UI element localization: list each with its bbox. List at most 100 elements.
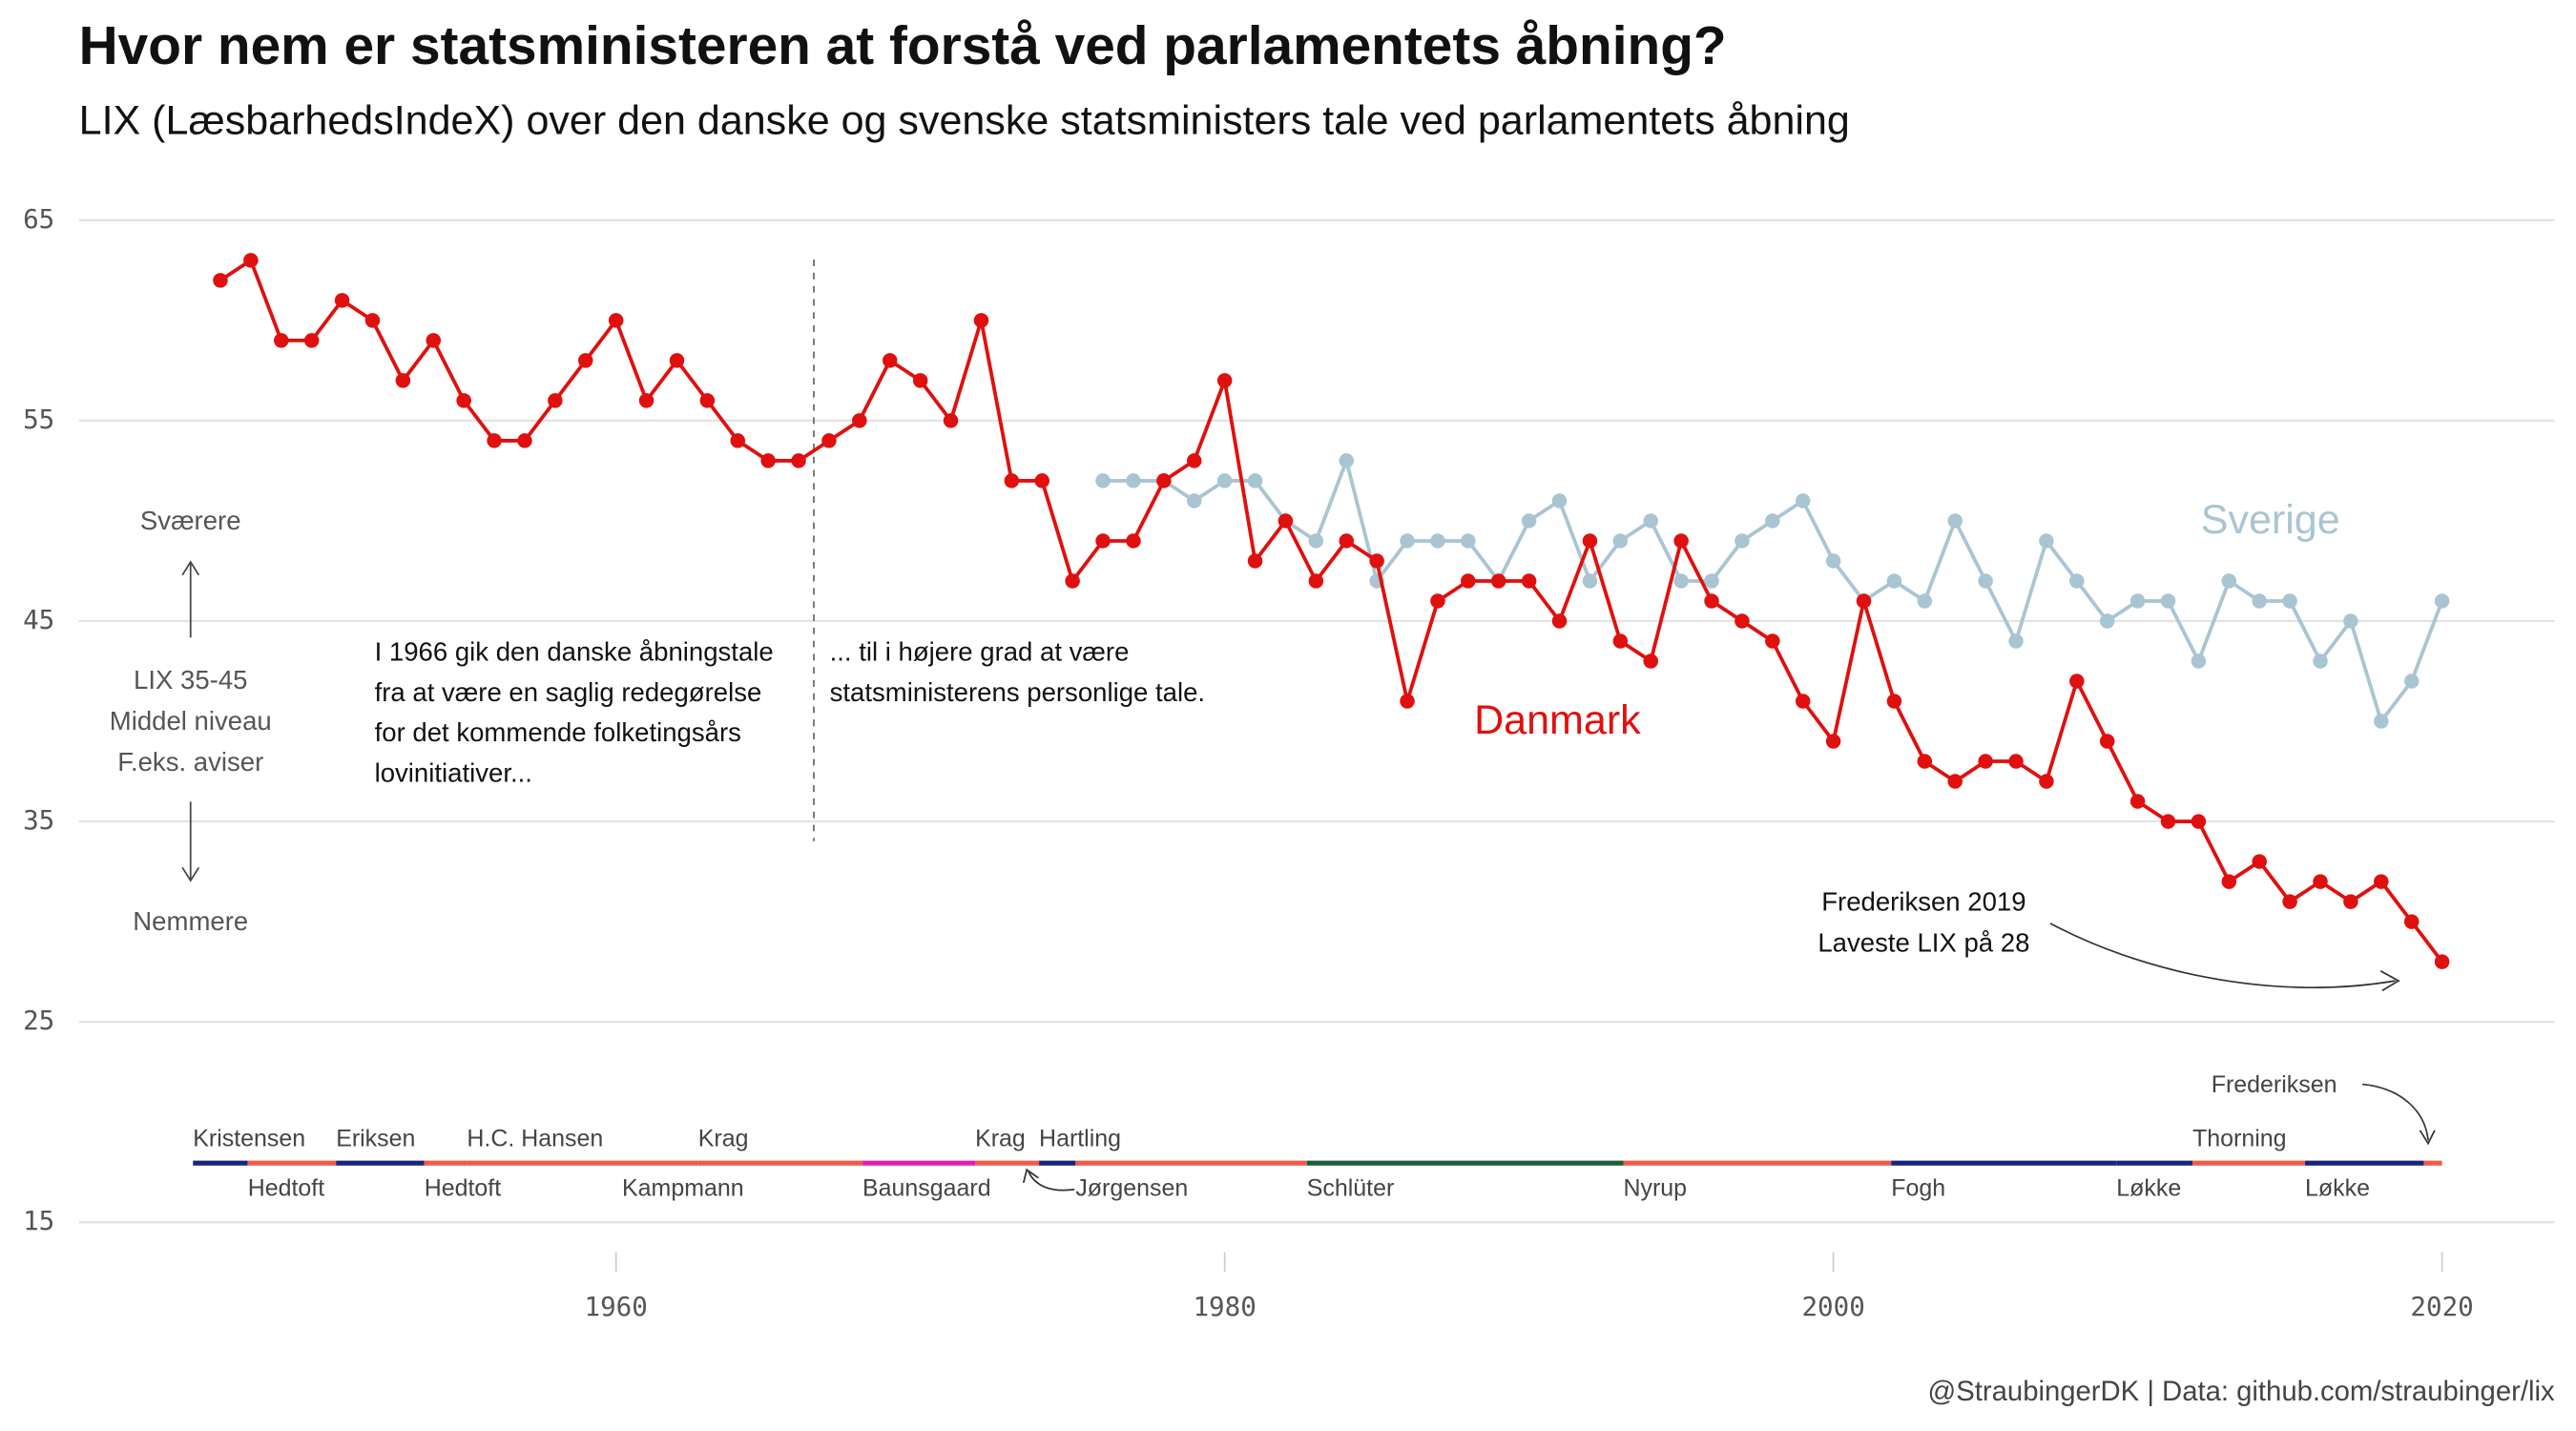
data-point — [1917, 754, 1933, 769]
y-tick-label: 35 — [23, 805, 54, 836]
pm-label: Thorning — [2192, 1126, 2287, 1152]
data-point — [2221, 573, 2237, 589]
data-point — [1247, 473, 1263, 488]
chart-title: Hvor nem er statsministeren at forstå ve… — [79, 16, 1727, 76]
data-point — [364, 313, 381, 328]
data-point — [578, 353, 593, 368]
data-point — [1917, 593, 1933, 609]
data-point — [852, 413, 867, 428]
data-point — [943, 413, 959, 428]
data-point — [1400, 694, 1415, 709]
data-point — [2252, 854, 2267, 869]
pm-label: Baunsgaard — [862, 1174, 991, 1201]
pm-label: Jørgensen — [1075, 1174, 1188, 1201]
pm-label: Krag — [975, 1126, 1026, 1152]
annotation: Frederiksen 2019 — [1821, 886, 2025, 916]
pm-label: Kampmann — [622, 1174, 744, 1201]
data-point — [1704, 573, 1719, 589]
data-point — [1673, 533, 1689, 549]
data-point — [2099, 613, 2115, 629]
data-point — [1034, 473, 1049, 488]
data-point — [2434, 954, 2450, 969]
data-point — [1551, 613, 1568, 629]
data-point — [1186, 493, 1202, 508]
data-point — [2221, 874, 2237, 889]
curved-arrow — [1028, 1171, 1075, 1192]
data-point — [1886, 573, 1902, 589]
data-point — [2069, 674, 2085, 689]
data-point — [2008, 633, 2024, 649]
data-point — [1825, 553, 1841, 569]
data-point — [1735, 533, 1750, 549]
scale-label: F.eks. aviser — [117, 747, 263, 777]
data-point — [1369, 553, 1384, 569]
data-point — [1004, 473, 1020, 488]
data-point — [487, 433, 502, 448]
caption: @StraubingerDK | Data: github.com/straub… — [1928, 1377, 2555, 1407]
data-point — [1156, 473, 1172, 488]
series-label: Danmark — [1474, 697, 1641, 743]
arrow-head — [1022, 1168, 1039, 1184]
data-point — [1339, 533, 1354, 549]
data-point — [1551, 493, 1568, 508]
scale-label: Nemmere — [133, 906, 248, 936]
arrow-head — [181, 560, 200, 576]
data-point — [2252, 593, 2267, 609]
data-point — [669, 353, 685, 368]
data-point — [334, 293, 350, 308]
data-point — [213, 273, 228, 288]
data-point — [2160, 814, 2176, 829]
data-point — [1582, 533, 1598, 549]
data-point — [2282, 894, 2297, 909]
annotation: I 1966 gik den danske åbningstale — [375, 637, 774, 667]
data-point — [2403, 674, 2420, 689]
data-point — [638, 393, 654, 408]
data-point — [303, 333, 320, 348]
chart-subtitle: LIX (LæsbarhedsIndeX) over den danske og… — [79, 98, 1850, 144]
pm-label: Kristensen — [193, 1126, 305, 1152]
data-point — [2374, 714, 2389, 729]
annotation: Laveste LIX på 28 — [1818, 927, 2029, 957]
data-point — [912, 373, 928, 388]
data-point — [1795, 493, 1811, 508]
y-tick-label: 15 — [23, 1206, 54, 1236]
pm-label: Krag — [698, 1126, 749, 1152]
data-point — [2039, 533, 2054, 549]
y-tick-label: 55 — [23, 404, 54, 435]
data-point — [1065, 573, 1080, 589]
data-point — [1947, 513, 1963, 529]
pm-label: Hedtoft — [248, 1174, 325, 1201]
pm-label: Schlüter — [1307, 1174, 1395, 1201]
data-point — [1582, 573, 1598, 589]
x-tick-label: 2000 — [1801, 1292, 1864, 1322]
data-point — [2099, 734, 2115, 749]
data-point — [1978, 573, 1993, 589]
pm-label: Eriksen — [336, 1126, 415, 1152]
data-point — [2282, 593, 2297, 609]
data-point — [791, 453, 806, 468]
data-point — [821, 433, 837, 448]
data-point — [1947, 774, 1963, 789]
data-point — [1400, 533, 1415, 549]
pm-label: Hedtoft — [425, 1174, 502, 1201]
data-point — [1186, 453, 1202, 468]
data-point — [456, 393, 471, 408]
data-point — [1339, 453, 1354, 468]
data-point — [548, 393, 563, 408]
y-tick-label: 65 — [23, 204, 54, 235]
data-point — [1704, 593, 1719, 609]
pm-label: Fogh — [1891, 1174, 1945, 1201]
data-point — [730, 433, 746, 448]
curved-arrow — [2049, 923, 2396, 988]
x-tick-label: 1980 — [1193, 1292, 1256, 1322]
annotation: statsministerens personlige tale. — [830, 677, 1206, 707]
data-point — [2403, 914, 2420, 929]
series-line — [218, 257, 2444, 964]
data-point — [2129, 794, 2146, 809]
curved-arrow — [2362, 1083, 2429, 1141]
pm-label: Nyrup — [1624, 1174, 1688, 1201]
data-point — [1795, 694, 1811, 709]
data-point — [2434, 593, 2450, 609]
data-point — [1430, 533, 1445, 549]
data-point — [1216, 373, 1233, 388]
